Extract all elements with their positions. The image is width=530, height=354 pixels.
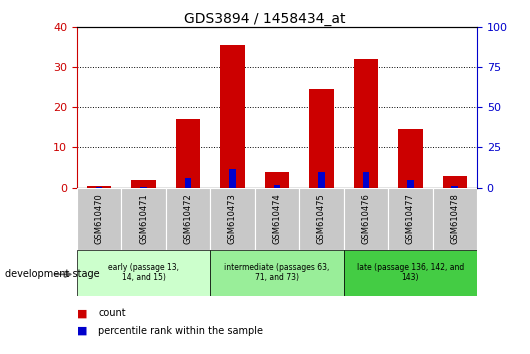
Bar	[452, 186, 458, 188]
Text: GSM610471: GSM610471	[139, 193, 148, 244]
Bar	[77, 250, 210, 296]
Text: GSM610470: GSM610470	[94, 193, 103, 244]
Text: percentile rank within the sample: percentile rank within the sample	[98, 326, 263, 336]
Text: GSM610473: GSM610473	[228, 193, 237, 244]
Bar	[264, 172, 289, 188]
Text: late (passage 136, 142, and
143): late (passage 136, 142, and 143)	[357, 263, 464, 282]
Bar	[363, 172, 369, 188]
Text: ■: ■	[77, 308, 87, 318]
Bar	[318, 172, 325, 188]
Bar	[210, 188, 255, 250]
Bar	[229, 169, 236, 188]
Bar	[309, 89, 333, 188]
Bar	[166, 188, 210, 250]
Bar	[343, 250, 477, 296]
Bar	[407, 181, 413, 188]
Text: development stage: development stage	[5, 269, 100, 279]
Bar	[210, 250, 343, 296]
Text: GDS3894 / 1458434_at: GDS3894 / 1458434_at	[184, 12, 346, 27]
Bar	[176, 119, 200, 188]
Text: count: count	[98, 308, 126, 318]
Text: GSM610472: GSM610472	[183, 193, 192, 244]
Bar	[273, 185, 280, 188]
Text: intermediate (passages 63,
71, and 73): intermediate (passages 63, 71, and 73)	[224, 263, 330, 282]
Text: GSM610478: GSM610478	[450, 193, 460, 244]
Bar	[343, 188, 388, 250]
Text: GSM610475: GSM610475	[317, 193, 326, 244]
Text: GSM610476: GSM610476	[361, 193, 370, 244]
Bar	[140, 187, 147, 188]
Bar	[443, 176, 467, 188]
Bar	[131, 179, 156, 188]
Bar	[121, 188, 166, 250]
Bar	[354, 59, 378, 188]
Text: ■: ■	[77, 326, 87, 336]
Bar	[220, 45, 245, 188]
Bar	[184, 178, 191, 188]
Bar	[96, 187, 102, 188]
Bar	[388, 188, 432, 250]
Bar	[432, 188, 477, 250]
Bar	[255, 188, 299, 250]
Text: GSM610477: GSM610477	[406, 193, 415, 244]
Bar	[299, 188, 343, 250]
Bar	[77, 188, 121, 250]
Bar	[87, 187, 111, 188]
Bar	[398, 129, 422, 188]
Text: GSM610474: GSM610474	[272, 193, 281, 244]
Text: early (passage 13,
14, and 15): early (passage 13, 14, and 15)	[108, 263, 179, 282]
